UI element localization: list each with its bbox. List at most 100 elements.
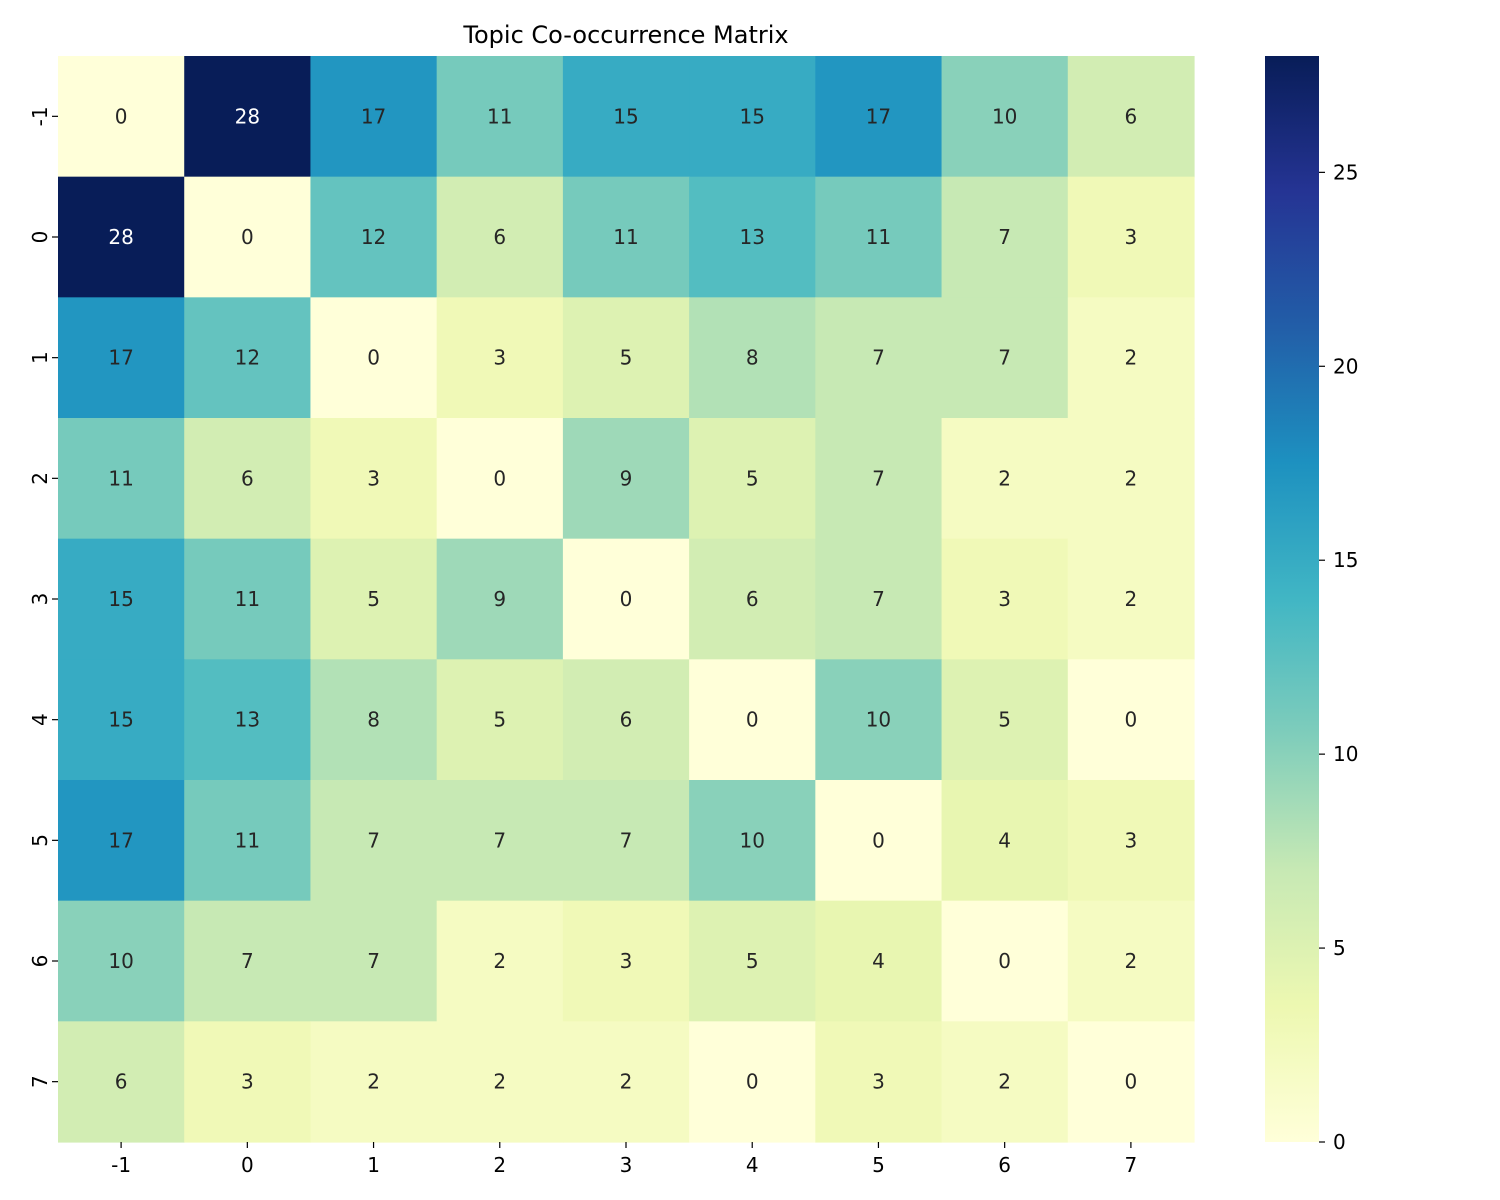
cell-value-label: 17 xyxy=(108,828,133,852)
colorbar-gradient xyxy=(1265,56,1319,1142)
heatmap-cells: 0 28 17 11 15 15 17 10 628 0 12 6 11 13 11 7 317 12 0 3 5 8 7 7… xyxy=(58,56,1195,1143)
cell-value-label: 7 xyxy=(872,346,885,370)
cell-value-label: 3 xyxy=(241,1070,254,1094)
heatmap-cell xyxy=(184,1021,312,1143)
colorbar-tick-label: 10 xyxy=(1333,742,1358,766)
cell-value-label: 10 xyxy=(739,828,764,852)
heatmap-cell xyxy=(58,900,185,1022)
cell-value-label: 11 xyxy=(108,466,133,490)
cell-value-label: 7 xyxy=(872,587,885,611)
heatmap-cell xyxy=(815,538,943,660)
heatmap-cell xyxy=(1067,780,1195,902)
heatmap-cell xyxy=(310,900,438,1022)
heatmap-cell xyxy=(58,297,185,419)
heatmap-cell xyxy=(436,538,564,660)
y-tick-label: 5 xyxy=(28,834,52,847)
cell-value-label: 7 xyxy=(998,225,1011,249)
cell-value-label: 3 xyxy=(620,949,633,973)
heatmap-cell xyxy=(1067,900,1195,1022)
cell-value-label: 15 xyxy=(108,708,133,732)
cell-value-label: 3 xyxy=(998,587,1011,611)
heatmap-cell xyxy=(436,780,564,902)
cell-value-label: 7 xyxy=(872,466,885,490)
heatmap-cell xyxy=(562,418,690,540)
cell-value-label: 0 xyxy=(1125,708,1138,732)
heatmap-cell xyxy=(436,659,564,781)
cell-value-label: 2 xyxy=(1125,466,1138,490)
cell-value-label: 2 xyxy=(493,949,506,973)
cell-value-label: 10 xyxy=(992,104,1017,128)
cell-value-label: 2 xyxy=(1125,587,1138,611)
heatmap-cell xyxy=(310,56,438,178)
y-tick-label: 1 xyxy=(28,351,52,364)
heatmap-cell xyxy=(436,176,564,298)
heatmap-cell xyxy=(815,297,943,419)
heatmap-cell xyxy=(184,56,312,178)
cell-value-label: 9 xyxy=(620,466,633,490)
cell-value-label: 5 xyxy=(746,949,759,973)
cell-value-label: 6 xyxy=(746,587,759,611)
cell-value-label: 11 xyxy=(487,104,512,128)
cell-value-label: 15 xyxy=(613,104,638,128)
cell-value-label: 3 xyxy=(872,1070,885,1094)
cell-value-label: 2 xyxy=(367,1070,380,1094)
cell-value-label: 6 xyxy=(620,708,633,732)
cell-value-label: 2 xyxy=(620,1070,633,1094)
cell-value-label: 2 xyxy=(998,466,1011,490)
x-tick-label: 0 xyxy=(241,1153,254,1177)
heatmap-cell xyxy=(689,418,816,540)
y-tick-label: 0 xyxy=(28,231,52,244)
heatmap-cell xyxy=(815,900,943,1022)
y-tick-label: 6 xyxy=(28,955,52,968)
cell-value-label: 15 xyxy=(108,587,133,611)
cell-value-label: 0 xyxy=(367,346,380,370)
heatmap-cell xyxy=(436,1021,564,1143)
heatmap-cell xyxy=(58,56,185,178)
cell-value-label: 7 xyxy=(493,828,506,852)
heatmap-cell xyxy=(184,176,312,298)
heatmap-cell xyxy=(436,56,564,178)
heatmap-cell xyxy=(310,297,438,419)
heatmap-cell xyxy=(689,56,816,178)
cell-value-label: 11 xyxy=(613,225,638,249)
cell-value-label: 13 xyxy=(739,225,764,249)
cell-value-label: 17 xyxy=(108,346,133,370)
cell-value-label: 3 xyxy=(1125,828,1138,852)
cell-value-label: 0 xyxy=(746,1070,759,1094)
cell-value-label: 17 xyxy=(361,104,386,128)
x-tick-label: 2 xyxy=(493,1153,506,1177)
y-tick-label: 4 xyxy=(28,713,52,726)
heatmap-cell xyxy=(689,900,816,1022)
cell-value-label: 0 xyxy=(115,104,128,128)
cell-value-label: 10 xyxy=(866,708,891,732)
cell-value-label: 2 xyxy=(998,1070,1011,1094)
heatmap-cell xyxy=(941,56,1069,178)
heatmap-cell xyxy=(562,176,690,298)
heatmap-cell xyxy=(941,900,1069,1022)
heatmap-cell xyxy=(58,780,185,902)
cell-value-label: 11 xyxy=(235,828,260,852)
cell-value-label: 7 xyxy=(620,828,633,852)
heatmap-cell xyxy=(310,780,438,902)
heatmap-cell xyxy=(689,1021,816,1143)
heatmap-cell xyxy=(941,297,1069,419)
cell-value-label: 3 xyxy=(1125,225,1138,249)
heatmap-cell xyxy=(941,1021,1069,1143)
heatmap-cell xyxy=(1067,56,1195,178)
colorbar-ticks: 0 5 10 15 20 25 xyxy=(1319,160,1358,1154)
heatmap-cell xyxy=(310,1021,438,1143)
heatmap-cell xyxy=(58,176,185,298)
heatmap-cell xyxy=(941,780,1069,902)
cell-value-label: 0 xyxy=(493,466,506,490)
cell-value-label: 5 xyxy=(746,466,759,490)
cell-value-label: 2 xyxy=(1125,949,1138,973)
x-tick-label: 5 xyxy=(872,1153,885,1177)
heatmap-cell xyxy=(815,659,943,781)
cell-value-label: 3 xyxy=(493,346,506,370)
heatmap-cell xyxy=(184,659,312,781)
cell-value-label: 8 xyxy=(746,346,759,370)
cell-value-label: 0 xyxy=(872,828,885,852)
heatmap-cell xyxy=(941,538,1069,660)
y-tick-label: -1 xyxy=(28,106,52,126)
